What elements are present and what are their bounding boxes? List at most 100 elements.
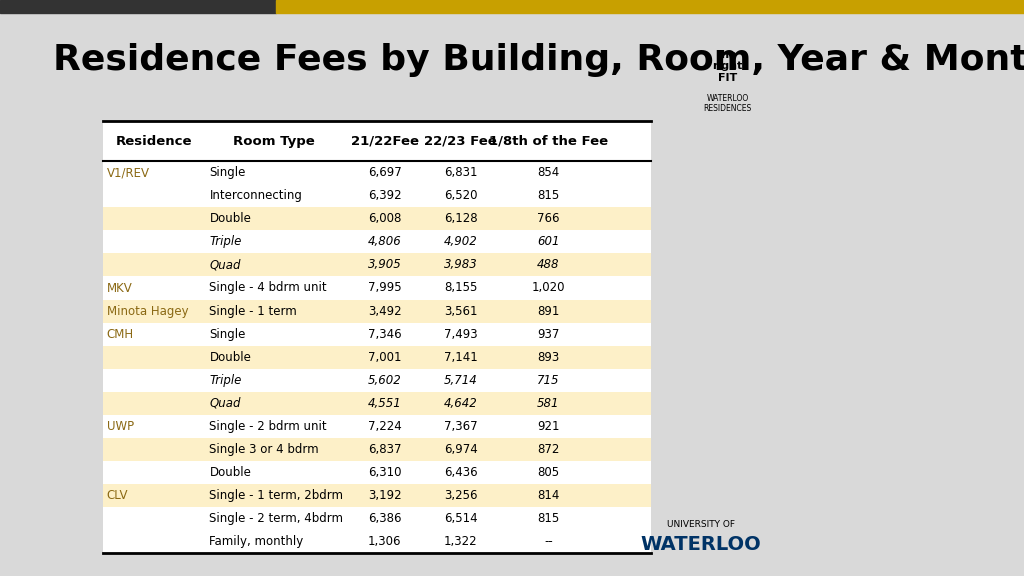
Text: UWP: UWP [106, 420, 134, 433]
Text: 3,192: 3,192 [368, 489, 401, 502]
Text: 1/8th of the Fee: 1/8th of the Fee [488, 135, 608, 147]
Text: Residence Fees by Building, Room, Year & Month: Residence Fees by Building, Room, Year &… [53, 43, 1024, 78]
Text: Triple: Triple [210, 236, 242, 248]
Bar [102, 392, 651, 415]
Text: 7,224: 7,224 [368, 420, 401, 433]
Bar [102, 415, 651, 438]
Text: Double: Double [210, 466, 251, 479]
Text: 6,386: 6,386 [368, 512, 401, 525]
Text: WATERLOO: WATERLOO [640, 535, 761, 554]
Text: 6,392: 6,392 [368, 190, 401, 202]
Text: Minota Hagey: Minota Hagey [106, 305, 188, 317]
Text: 4,642: 4,642 [444, 397, 477, 410]
Bar [102, 507, 651, 530]
Text: 1,306: 1,306 [368, 535, 401, 548]
Text: 6,436: 6,436 [444, 466, 477, 479]
Text: 766: 766 [538, 213, 560, 225]
Bar [102, 253, 651, 276]
Text: 6,520: 6,520 [444, 190, 477, 202]
Text: 6,008: 6,008 [368, 213, 401, 225]
Text: 872: 872 [538, 443, 559, 456]
Text: Double: Double [210, 213, 251, 225]
Text: Single - 4 bdrm unit: Single - 4 bdrm unit [210, 282, 327, 294]
Text: 4,806: 4,806 [368, 236, 401, 248]
Text: 893: 893 [538, 351, 559, 363]
Bar [102, 346, 651, 369]
Text: 715: 715 [538, 374, 560, 386]
Text: 6,310: 6,310 [368, 466, 401, 479]
Text: Single - 1 term, 2bdrm: Single - 1 term, 2bdrm [210, 489, 343, 502]
Text: 6,837: 6,837 [368, 443, 401, 456]
Text: 581: 581 [538, 397, 560, 410]
Text: 5,714: 5,714 [444, 374, 477, 386]
Text: --: -- [544, 535, 553, 548]
Bar [102, 461, 651, 484]
Text: 6,128: 6,128 [444, 213, 477, 225]
Text: 6,831: 6,831 [444, 166, 477, 179]
Bar [102, 369, 651, 392]
Text: 22/23 Fee: 22/23 Fee [424, 135, 498, 147]
Text: 488: 488 [538, 259, 560, 271]
Text: 3,492: 3,492 [368, 305, 401, 317]
Text: 891: 891 [538, 305, 559, 317]
Text: 21/22Fee: 21/22Fee [350, 135, 419, 147]
Text: CMH: CMH [106, 328, 134, 340]
Text: 3,983: 3,983 [444, 259, 477, 271]
Bar [102, 121, 651, 161]
Text: the
right
FIT: the right FIT [713, 50, 742, 83]
Bar [102, 207, 651, 230]
Text: Triple: Triple [210, 374, 242, 386]
Text: Interconnecting: Interconnecting [210, 190, 302, 202]
Text: Quad: Quad [210, 259, 241, 271]
Bar [102, 530, 651, 553]
Text: 815: 815 [538, 512, 559, 525]
Text: Residence: Residence [116, 135, 193, 147]
Bar [102, 323, 651, 346]
Text: 1,322: 1,322 [444, 535, 477, 548]
Text: V1/REV: V1/REV [106, 166, 150, 179]
Text: 5,602: 5,602 [368, 374, 401, 386]
Bar [102, 484, 651, 507]
Text: 6,974: 6,974 [444, 443, 477, 456]
Text: Single: Single [210, 328, 246, 340]
Text: 7,141: 7,141 [444, 351, 477, 363]
Text: UNIVERSITY OF: UNIVERSITY OF [667, 520, 735, 529]
Text: 7,001: 7,001 [368, 351, 401, 363]
Text: MKV: MKV [106, 282, 132, 294]
Text: Single - 2 bdrm unit: Single - 2 bdrm unit [210, 420, 327, 433]
Bar [102, 438, 651, 461]
Text: WATERLOO
RESIDENCES: WATERLOO RESIDENCES [703, 94, 752, 113]
Text: Quad: Quad [210, 397, 241, 410]
Bar [102, 230, 651, 253]
Text: 4,551: 4,551 [368, 397, 401, 410]
Text: 854: 854 [538, 166, 559, 179]
Bar [102, 300, 651, 323]
Text: Single - 1 term: Single - 1 term [210, 305, 297, 317]
Text: Single 3 or 4 bdrm: Single 3 or 4 bdrm [210, 443, 319, 456]
Text: 3,561: 3,561 [444, 305, 477, 317]
Text: 6,514: 6,514 [444, 512, 477, 525]
Bar [102, 184, 651, 207]
Text: 805: 805 [538, 466, 559, 479]
Text: 7,995: 7,995 [368, 282, 401, 294]
Text: Family, monthly: Family, monthly [210, 535, 304, 548]
Text: 8,155: 8,155 [444, 282, 477, 294]
Bar [102, 276, 651, 300]
Text: 937: 937 [538, 328, 559, 340]
Text: 1,020: 1,020 [531, 282, 565, 294]
Text: 815: 815 [538, 190, 559, 202]
Text: Room Type: Room Type [233, 135, 315, 147]
Text: 3,905: 3,905 [368, 259, 401, 271]
Text: CLV: CLV [106, 489, 128, 502]
Text: 7,346: 7,346 [368, 328, 401, 340]
Text: 4,902: 4,902 [444, 236, 477, 248]
Text: 601: 601 [538, 236, 560, 248]
Text: Single: Single [210, 166, 246, 179]
Text: 7,493: 7,493 [444, 328, 477, 340]
Text: 6,697: 6,697 [368, 166, 401, 179]
Text: Double: Double [210, 351, 251, 363]
Text: 3,256: 3,256 [444, 489, 477, 502]
Bar [102, 161, 651, 184]
Text: Single - 2 term, 4bdrm: Single - 2 term, 4bdrm [210, 512, 343, 525]
Text: 7,367: 7,367 [444, 420, 477, 433]
